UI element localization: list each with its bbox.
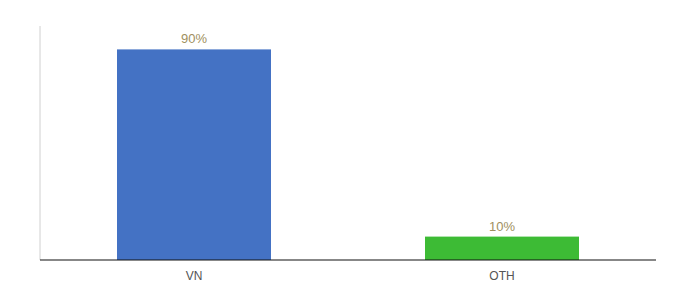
data-label: 90%	[181, 31, 207, 46]
data-label: 10%	[489, 219, 515, 234]
x-tick-label: OTH	[489, 269, 514, 283]
x-axis-line	[40, 259, 656, 260]
chart-svg: 90% 10% VN OTH	[0, 0, 680, 300]
y-axis-line	[40, 26, 41, 260]
bar	[425, 237, 579, 260]
bar	[117, 49, 271, 260]
chart-container: 90% 10% VN OTH	[0, 0, 680, 300]
x-tick-label: VN	[186, 269, 203, 283]
bars	[117, 49, 579, 260]
